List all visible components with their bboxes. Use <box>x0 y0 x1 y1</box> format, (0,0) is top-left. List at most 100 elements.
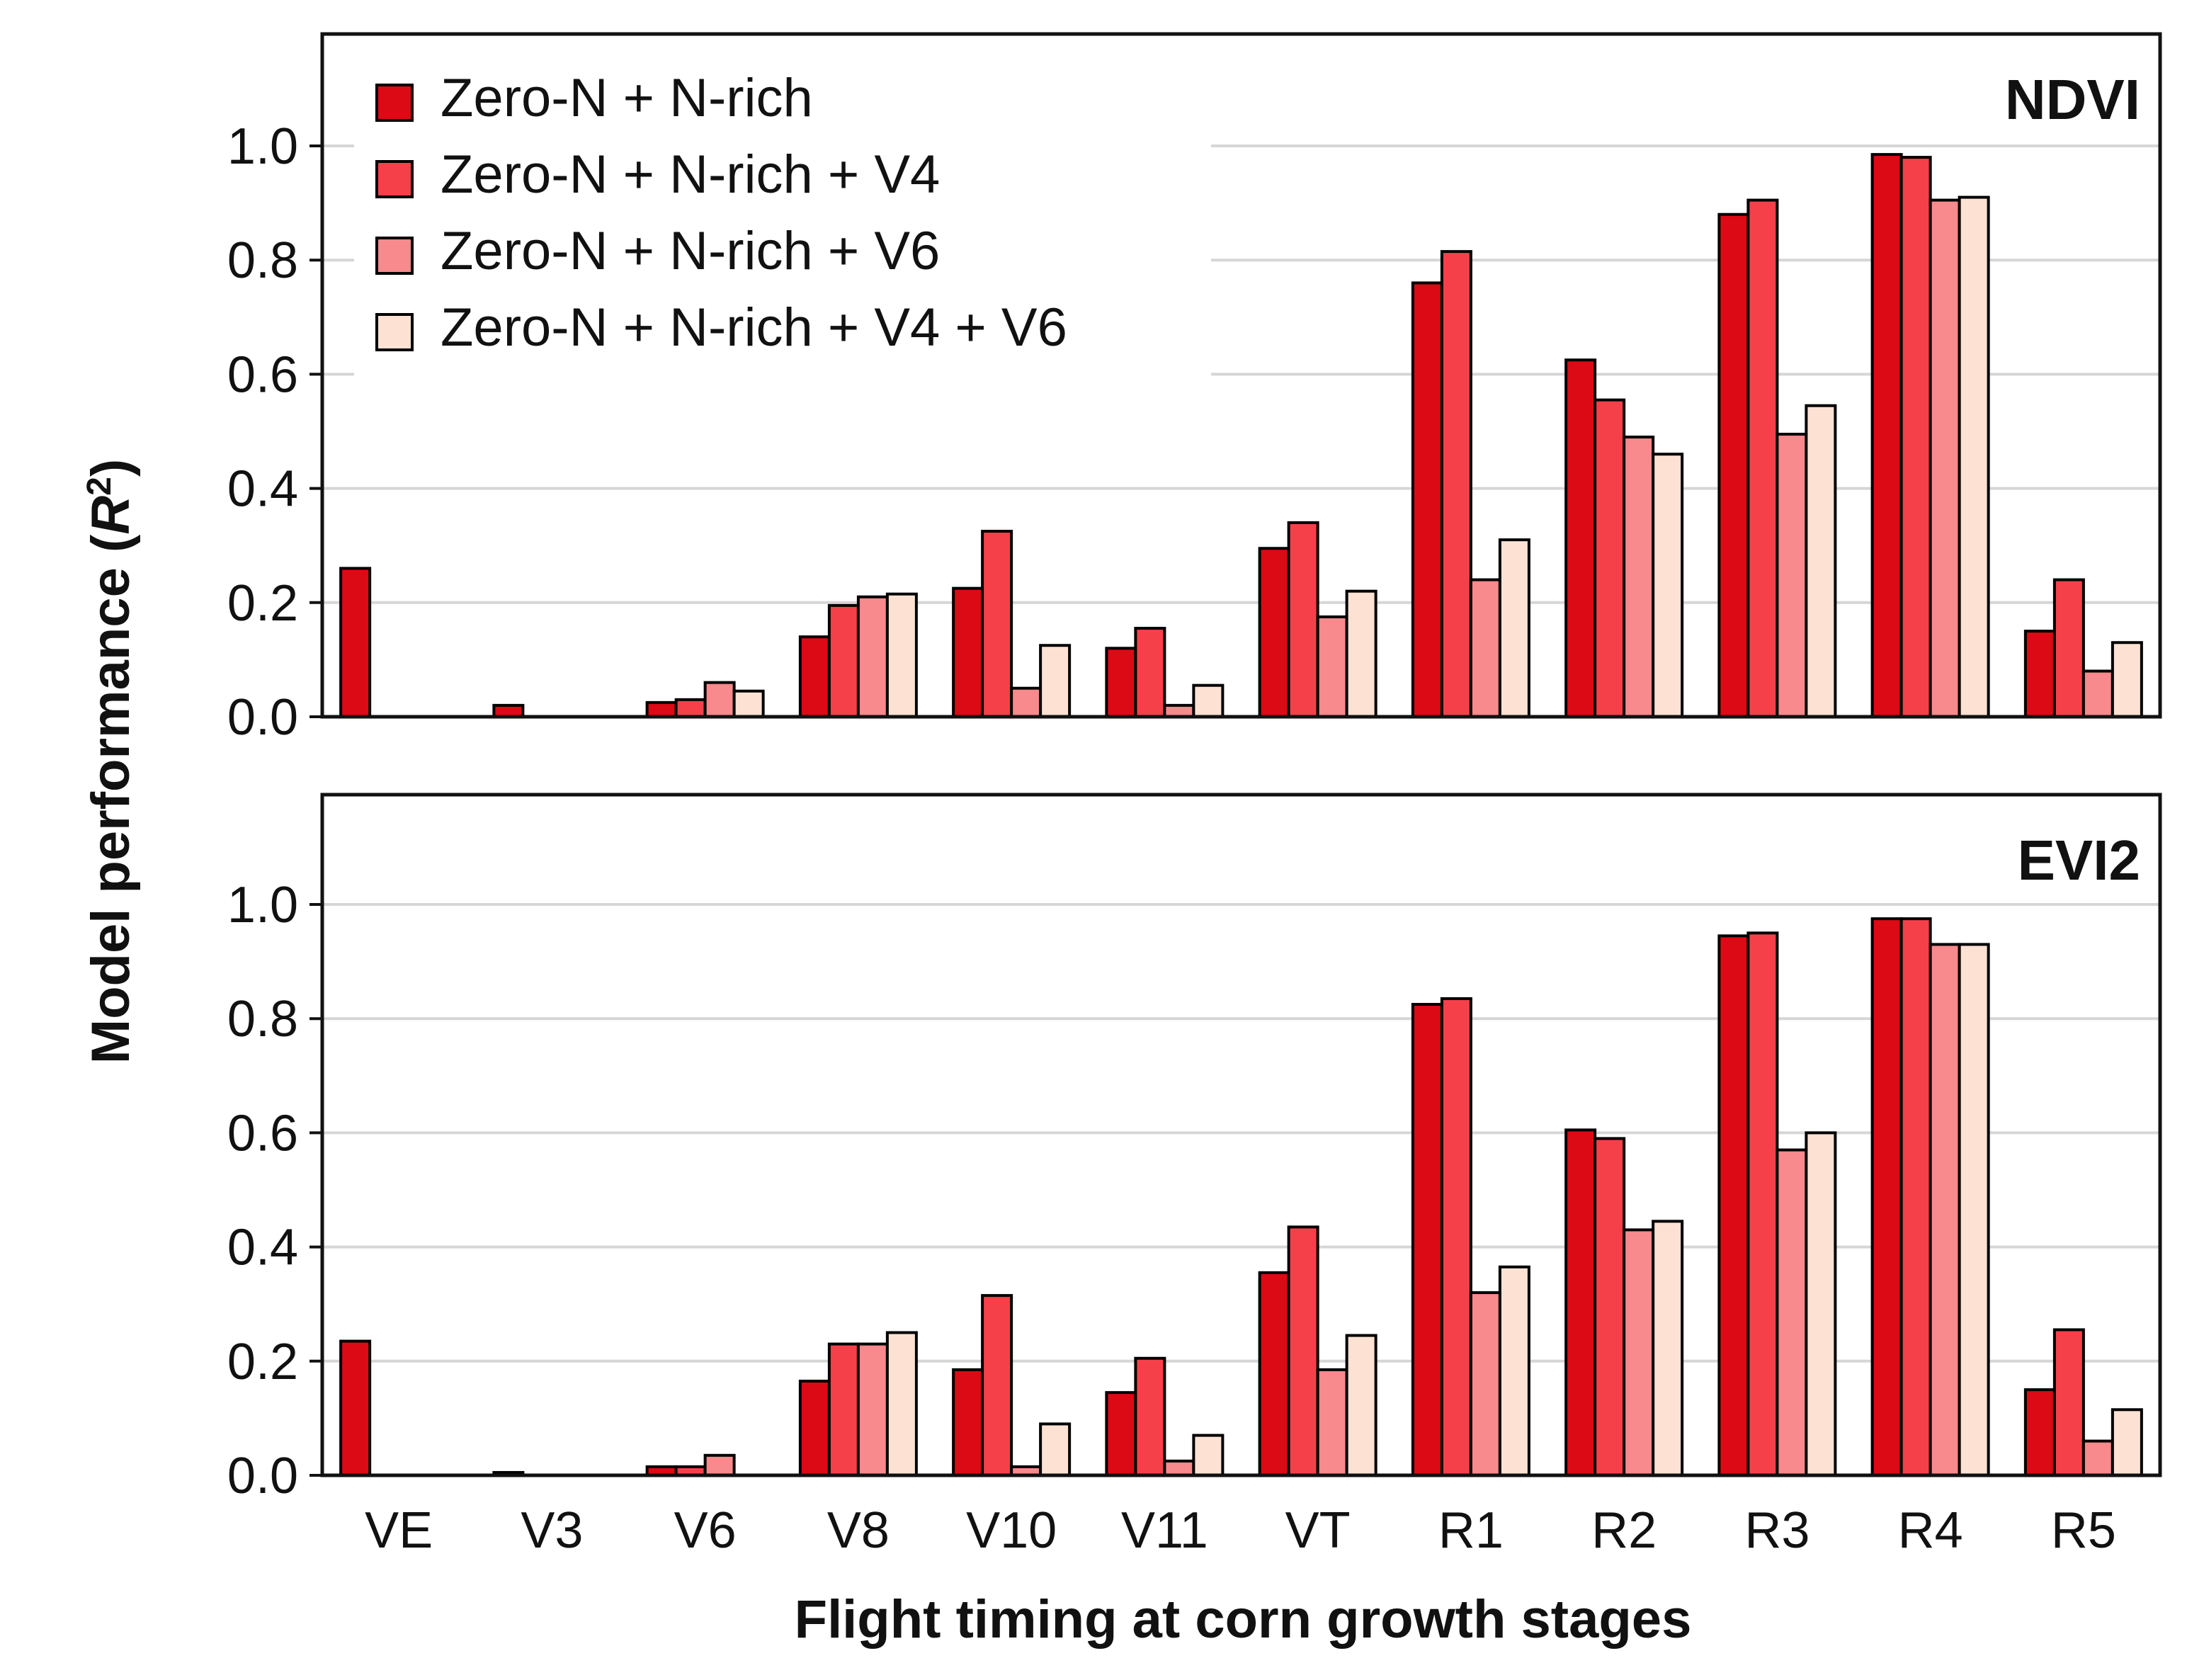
y-tick-label: 0.4 <box>227 461 298 518</box>
bar-R1-series-4 <box>1498 538 1530 719</box>
bar-R2-series-3 <box>1623 436 1655 718</box>
legend-background <box>354 48 1211 381</box>
legend-swatch <box>375 160 414 198</box>
x-category-label: V3 <box>521 1502 583 1559</box>
bar-V8-series-3 <box>856 1342 889 1477</box>
bar-V8-series-1 <box>798 1380 831 1477</box>
bar-R3-series-1 <box>1717 212 1750 719</box>
x-category-label: R5 <box>2051 1502 2116 1559</box>
y-tick-label: 0.4 <box>227 1220 298 1276</box>
bar-R1-series-4 <box>1498 1265 1530 1477</box>
bar-R3-series-2 <box>1746 198 1779 718</box>
legend: Zero-N + N-rich Zero-N + N-rich + V4 Zero-… <box>354 48 1211 381</box>
y-axis-title-variable: R <box>81 496 141 535</box>
bar-R3-series-4 <box>1805 1131 1837 1477</box>
bar-R2-series-4 <box>1652 1220 1684 1477</box>
y-tick-label: 0.0 <box>227 689 298 746</box>
bar-R4-series-1 <box>1870 917 1903 1477</box>
legend-label: Zero-N + N-rich + V4 + V6 <box>441 297 1067 358</box>
bar-V10-series-1 <box>952 586 984 719</box>
y-tick-label: 0.0 <box>227 1448 298 1504</box>
bar-VT-series-3 <box>1316 615 1348 719</box>
bar-V11-series-4 <box>1192 1434 1225 1477</box>
bar-R1-series-2 <box>1440 250 1472 718</box>
x-category-label: V6 <box>674 1502 737 1559</box>
bar-V8-series-4 <box>885 1331 918 1477</box>
x-category-label: V8 <box>827 1502 890 1559</box>
bar-R4-series-4 <box>1958 943 1990 1477</box>
bar-R3-series-1 <box>1717 934 1750 1477</box>
bar-V8-series-4 <box>885 592 918 719</box>
bar-V11-series-1 <box>1105 647 1137 719</box>
bar-R4-series-3 <box>1928 943 1961 1477</box>
y-axis-title: Model performance (R2) <box>81 459 142 1064</box>
bar-VT-series-3 <box>1316 1368 1348 1477</box>
bar-R2-series-4 <box>1652 453 1684 718</box>
bar-VT-series-4 <box>1345 1334 1377 1477</box>
bar-R1-series-3 <box>1469 1291 1501 1477</box>
bar-R2-series-1 <box>1564 358 1597 718</box>
bar-R2-series-3 <box>1623 1228 1655 1477</box>
plot-frame <box>320 32 2162 719</box>
bar-V10-series-1 <box>952 1368 984 1477</box>
x-category-label: V11 <box>1121 1502 1208 1559</box>
bar-V8-series-2 <box>827 603 860 719</box>
x-category-label: R3 <box>1744 1502 1810 1559</box>
panel-title: NDVI <box>2005 68 2140 131</box>
bar-R1-series-3 <box>1469 578 1501 718</box>
bar-R2-series-2 <box>1594 1137 1626 1477</box>
bar-V6-series-3 <box>703 1453 736 1477</box>
bar-R4-series-4 <box>1958 195 1990 719</box>
y-tick-label: 1.0 <box>227 118 298 175</box>
bar-R1-series-2 <box>1440 997 1472 1477</box>
bar-V10-series-4 <box>1039 1422 1072 1477</box>
bar-V6-series-2 <box>674 698 707 719</box>
y-tick-label: 0.8 <box>227 232 298 289</box>
x-category-label: V10 <box>966 1502 1057 1559</box>
legend-label: Zero-N + N-rich + V4 <box>441 144 940 205</box>
bar-R5-series-4 <box>2111 641 2143 718</box>
bar-R5-series-2 <box>2052 578 2085 718</box>
bar-V8-series-2 <box>827 1342 860 1477</box>
bar-V10-series-2 <box>981 530 1013 718</box>
y-tick-label: 0.6 <box>227 346 298 403</box>
bar-R1-series-1 <box>1411 1003 1443 1477</box>
bar-R1-series-1 <box>1411 281 1443 718</box>
y-tick-label: 1.0 <box>227 877 298 933</box>
x-category-label: VT <box>1285 1502 1351 1559</box>
legend-swatch <box>375 84 414 122</box>
bar-V10-series-4 <box>1039 644 1072 718</box>
bar-V6-series-1 <box>645 700 678 718</box>
bar-V10-series-3 <box>1010 686 1043 719</box>
bar-R3-series-4 <box>1805 404 1837 718</box>
x-category-label: R1 <box>1438 1502 1504 1559</box>
panel-ndvi: 0.0 0.2 0.4 0.6 0.8 1.0 NDVI <box>227 32 2162 746</box>
plot-frame <box>320 793 2162 1477</box>
bar-R5-series-4 <box>2111 1408 2143 1477</box>
bar-R3-series-3 <box>1776 1148 1808 1477</box>
bar-V11-series-3 <box>1163 1459 1195 1477</box>
y-tick-label: 0.2 <box>227 1334 298 1390</box>
bar-R5-series-1 <box>2023 1388 2056 1477</box>
y-tick-label: 0.8 <box>227 991 298 1048</box>
bar-R4-series-2 <box>1899 917 1932 1477</box>
x-category-label: R4 <box>1898 1502 1963 1559</box>
x-category-label: VE <box>365 1502 433 1559</box>
bar-R4-series-2 <box>1899 156 1932 718</box>
bar-V8-series-1 <box>798 635 831 718</box>
bar-R5-series-1 <box>2023 630 2056 718</box>
y-axis-title-superscript: 2 <box>81 477 118 496</box>
bar-R5-series-3 <box>2081 669 2114 719</box>
bar-V11-series-1 <box>1105 1391 1137 1477</box>
bar-R3-series-3 <box>1776 433 1808 719</box>
legend-label: Zero-N + N-rich <box>441 68 813 128</box>
legend-swatch <box>375 313 414 351</box>
panel-evi2: 0.0 0.2 0.4 0.6 0.8 1.0 EVI2 VE V3 V6 V8 V10 V11 VT R1… <box>227 793 2162 1559</box>
x-category-label: R2 <box>1591 1502 1657 1559</box>
bar-V6-series-3 <box>703 681 736 719</box>
bar-VT-series-2 <box>1287 1225 1319 1477</box>
bar-R3-series-2 <box>1746 931 1779 1477</box>
bar-V11-series-2 <box>1134 1356 1166 1477</box>
bar-V8-series-3 <box>856 595 889 718</box>
